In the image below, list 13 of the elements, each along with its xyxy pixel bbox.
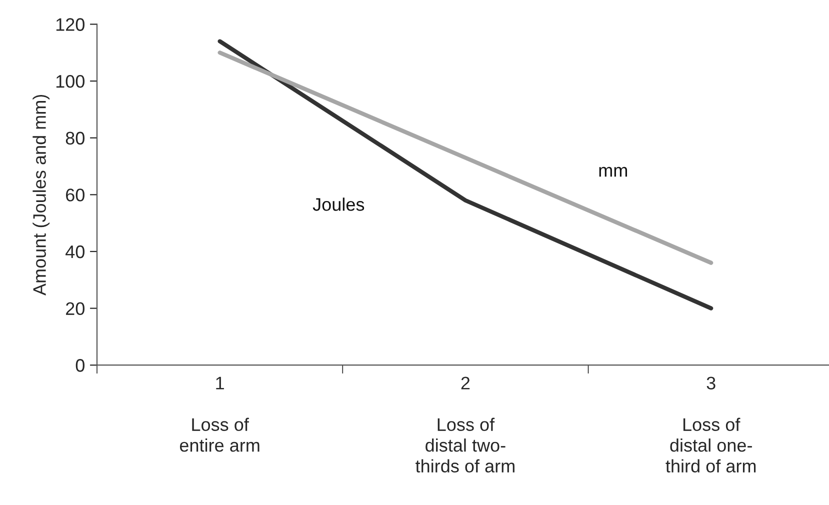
y-tick-label: 100 (56, 74, 84, 88)
y-tick-label: 0 (76, 359, 84, 372)
y-tick-label: 40 (66, 245, 84, 258)
y-tick-label: 20 (66, 302, 84, 316)
y-tick-label: 80 (66, 132, 84, 145)
category-label: 2 Loss of distal two- thirds of arm (416, 376, 514, 473)
y-tick-label: 60 (66, 188, 84, 202)
text: Joules (312, 198, 364, 211)
category-label: 1 Loss of entire arm (180, 376, 260, 452)
y-tick-label: 120 (56, 18, 84, 31)
y-axis-title: Amount (Joules and mm) (32, 94, 50, 296)
category-label: 3 Loss of distal one- third of arm (666, 376, 756, 473)
series-label: mm (599, 166, 627, 177)
